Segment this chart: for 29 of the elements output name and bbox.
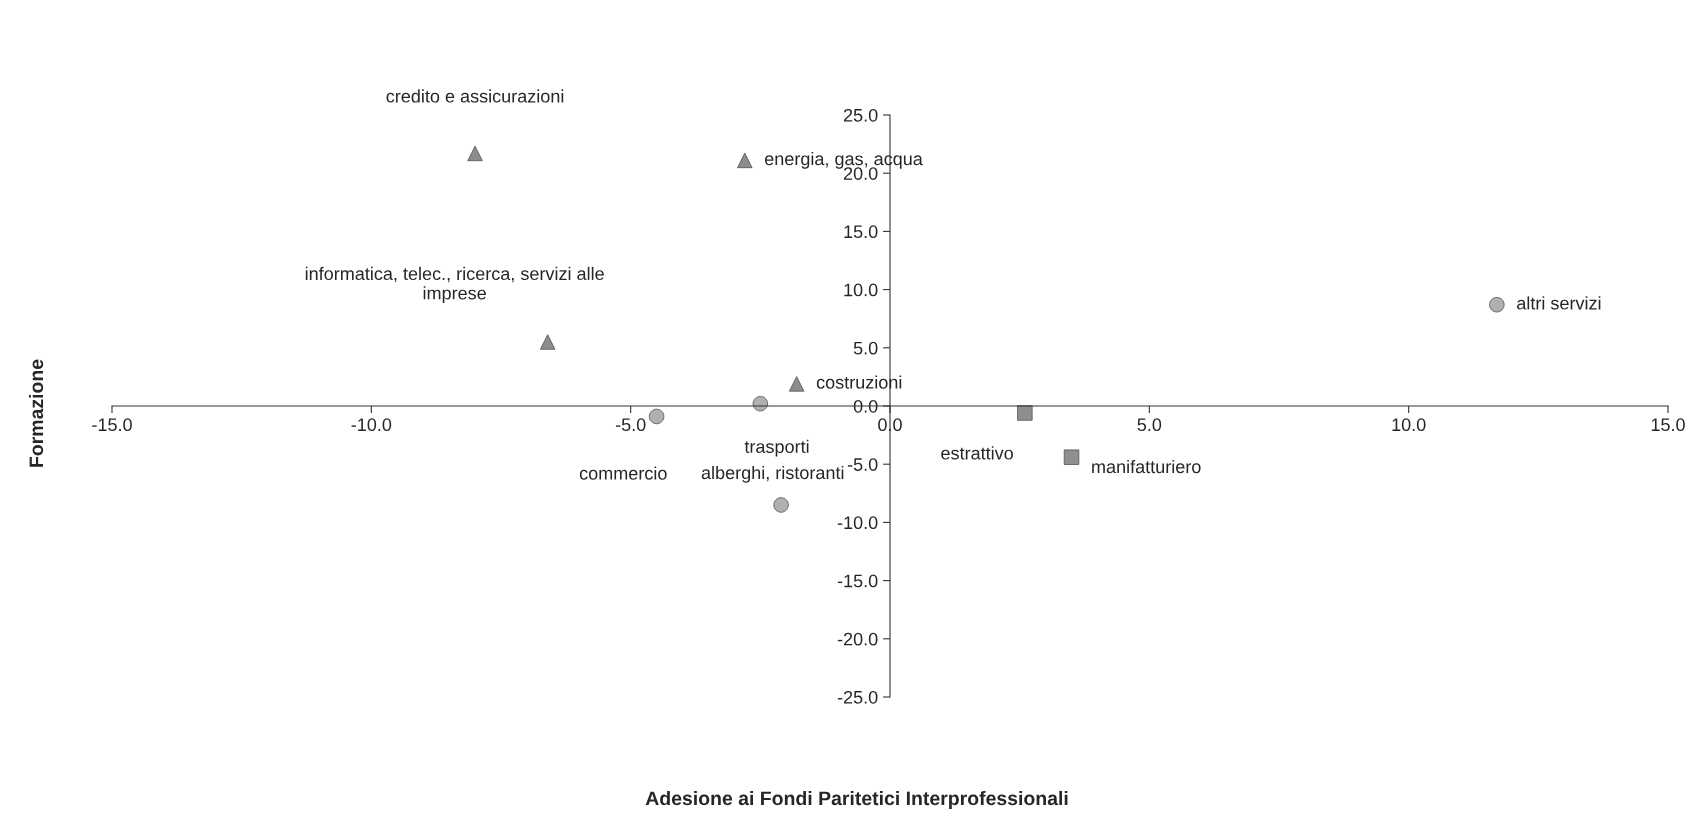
x-tick-label: 0.0 — [878, 418, 902, 432]
x-tick-label: 5.0 — [1137, 418, 1162, 432]
y-tick-label: -10.0 — [837, 516, 878, 530]
x-axis-title: Adesione ai Fondi Paritetici Interprofessionali — [645, 790, 1068, 810]
y-tick-label: 20.0 — [843, 167, 878, 180]
annotation: estrattivo — [941, 446, 1013, 460]
annotation: altri servizi — [1517, 296, 1601, 310]
annotation: commercio — [579, 466, 667, 480]
x-tick-label: 10.0 — [1392, 418, 1426, 432]
annotation: trasporti — [744, 439, 809, 457]
x-tick-label: -5.0 — [615, 418, 646, 432]
x-tick-label: -15.0 — [92, 418, 132, 432]
y-tick-label: -5.0 — [847, 458, 878, 471]
annotation: manifatturiero — [1092, 459, 1201, 474]
annotation: informatica, telec., ricerca, servizi alle imprese — [305, 266, 604, 304]
x-tick-label: 15.0 — [1651, 418, 1685, 432]
y-tick-label: -25.0 — [837, 690, 878, 704]
y-tick-label: 5.0 — [853, 341, 878, 355]
annotation: alberghi, ristoranti — [701, 465, 844, 483]
y-axis-title: Formazione — [28, 359, 44, 467]
y-tick-label: -20.0 — [837, 632, 878, 646]
x-tick-label: -10.0 — [351, 418, 392, 432]
y-tick-label: 15.0 — [844, 225, 878, 239]
annotation: credito e assicurazioni — [386, 89, 564, 103]
y-tick-label: 10.0 — [844, 283, 878, 297]
y-tick-label: 0.0 — [853, 399, 878, 413]
y-tick-label: 25.0 — [843, 108, 878, 122]
y-tick-label: -15.0 — [837, 574, 878, 588]
annotation: costruzioni — [816, 375, 902, 389]
